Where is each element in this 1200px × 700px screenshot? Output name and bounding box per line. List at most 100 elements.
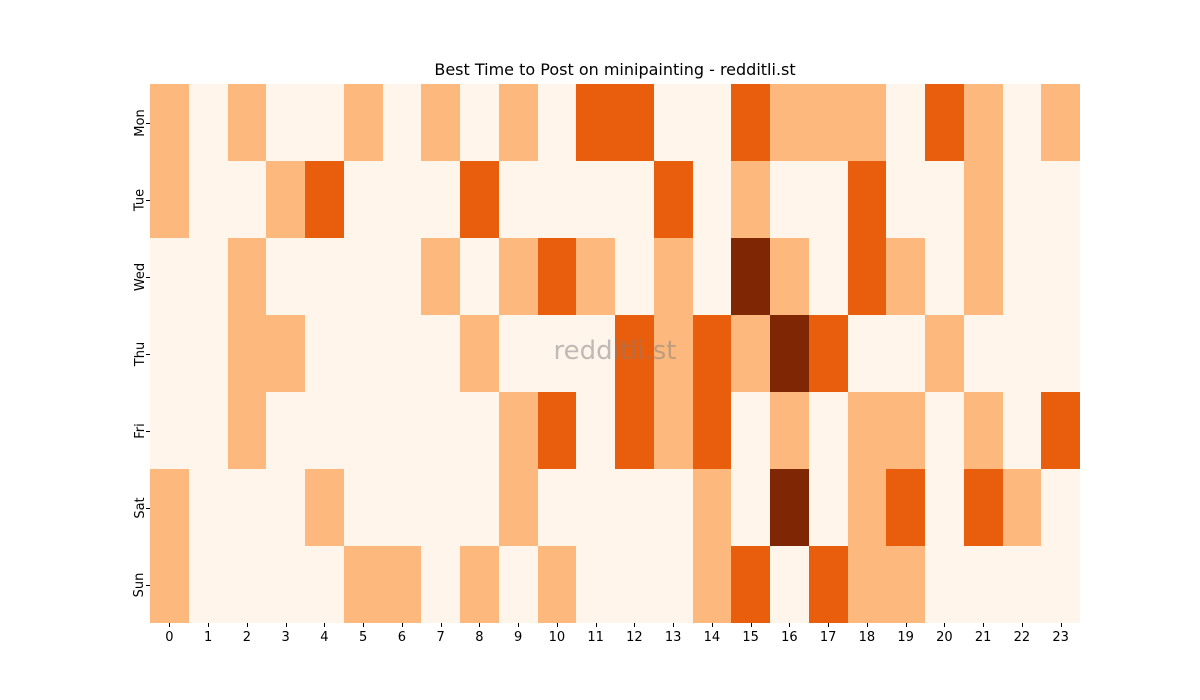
heatmap-cell	[537, 84, 577, 161]
heatmap-cell	[886, 469, 925, 546]
x-tick-mark	[1021, 623, 1023, 627]
heatmap-cell	[305, 238, 344, 315]
heatmap-cell	[1041, 161, 1080, 238]
heatmap-cell	[925, 392, 964, 469]
x-tick-mark	[711, 623, 713, 627]
heatmap-cell	[266, 84, 305, 161]
heatmap-cell	[653, 392, 693, 469]
heatmap-cell	[615, 392, 654, 469]
heatmap-cell	[886, 84, 925, 161]
heatmap-cell	[576, 392, 615, 469]
heatmap-cell	[150, 315, 189, 392]
heatmap-cell	[266, 392, 305, 469]
heatmap-cell	[227, 238, 267, 315]
x-tick-mark	[324, 623, 326, 627]
x-tick: 8	[460, 623, 499, 653]
x-tick-label: 14	[703, 630, 721, 645]
heatmap-cell	[808, 546, 848, 623]
heatmap-cell	[925, 315, 964, 392]
y-tick-mark	[146, 353, 150, 355]
heatmap-cell	[498, 392, 538, 469]
heatmap-cell	[227, 161, 267, 238]
x-tick-label: 12	[626, 630, 643, 645]
heatmap-cell	[847, 238, 887, 315]
heatmap-cell	[963, 392, 1003, 469]
x-tick-label: 8	[475, 630, 484, 645]
heatmap-cell	[653, 546, 693, 623]
x-tick-label: 21	[974, 630, 992, 645]
heatmap-cell	[421, 546, 460, 623]
y-tick: Sun	[110, 546, 150, 623]
x-tick: 14	[693, 623, 732, 653]
heatmap-cell	[537, 546, 577, 623]
heatmap-cell	[576, 161, 615, 238]
y-tick-mark	[146, 507, 150, 509]
heatmap-cell	[847, 546, 887, 623]
heatmap-cell	[343, 469, 383, 546]
heatmap-cell	[692, 546, 732, 623]
y-tick: Tue	[110, 161, 150, 238]
heatmap-cell	[188, 469, 228, 546]
heatmap-cell	[1041, 392, 1080, 469]
heatmap-cell	[1041, 315, 1080, 392]
heatmap-cell	[460, 469, 499, 546]
heatmap-cell	[150, 546, 189, 623]
heatmap-cell	[305, 161, 344, 238]
heatmap-cell	[460, 161, 499, 238]
heatmap-cell	[770, 392, 809, 469]
heatmap-cell	[731, 84, 770, 161]
heatmap-cell	[460, 238, 499, 315]
heatmap-cell	[227, 469, 267, 546]
heatmap-cell	[382, 161, 422, 238]
x-tick-mark	[634, 623, 636, 627]
x-tick-mark	[246, 623, 248, 627]
heatmap-cell	[460, 84, 499, 161]
heatmap-grid	[150, 84, 1080, 623]
heatmap-cell	[266, 469, 305, 546]
heatmap-cell	[227, 84, 267, 161]
x-tick-mark	[479, 623, 481, 627]
heatmap-cell	[188, 238, 228, 315]
heatmap-cell	[1002, 315, 1042, 392]
heatmap-cell	[653, 469, 693, 546]
heatmap-cell	[653, 238, 693, 315]
heatmap-cell	[653, 161, 693, 238]
heatmap-cell	[227, 315, 267, 392]
x-tick-mark	[556, 623, 558, 627]
heatmap-cell	[692, 315, 732, 392]
heatmap-cell	[382, 469, 422, 546]
heatmap-cell	[731, 469, 770, 546]
chart-title: Best Time to Post on minipainting - redd…	[434, 60, 796, 79]
heatmap-cell	[653, 315, 693, 392]
heatmap-cell	[770, 469, 809, 546]
heatmap-cell	[653, 84, 693, 161]
y-tick: Sat	[110, 469, 150, 546]
y-tick-mark	[146, 122, 150, 124]
x-axis: 0 1 2 3 4 5 6 7 8 9 10 11 12 13 14 15 16 17 18 19 20 21 22 23	[150, 623, 1080, 653]
heatmap-cell	[925, 469, 964, 546]
x-tick-mark	[363, 623, 365, 627]
x-tick-label: 0	[165, 630, 174, 645]
x-tick-label: 3	[281, 630, 290, 645]
heatmap-cell	[576, 546, 615, 623]
heatmap-cell	[576, 315, 615, 392]
x-tick: 19	[886, 623, 925, 653]
x-tick: 23	[1041, 623, 1080, 653]
y-tick-mark	[146, 584, 150, 586]
x-tick-label: 22	[1013, 630, 1031, 645]
heatmap-cell	[886, 238, 925, 315]
heatmap-cell	[886, 315, 925, 392]
x-tick-mark	[905, 623, 907, 627]
x-tick: 2	[228, 623, 267, 653]
heatmap-cell	[227, 392, 267, 469]
x-tick-label: 2	[242, 630, 252, 645]
heatmap-cell	[537, 161, 577, 238]
heatmap-cell	[886, 392, 925, 469]
heatmap-cell	[770, 238, 809, 315]
heatmap-cell	[188, 84, 228, 161]
x-tick-label: 11	[587, 630, 604, 645]
x-tick: 11	[576, 623, 615, 653]
heatmap-cell	[886, 546, 925, 623]
x-tick-label: 6	[397, 630, 407, 645]
x-tick-mark	[944, 623, 946, 627]
